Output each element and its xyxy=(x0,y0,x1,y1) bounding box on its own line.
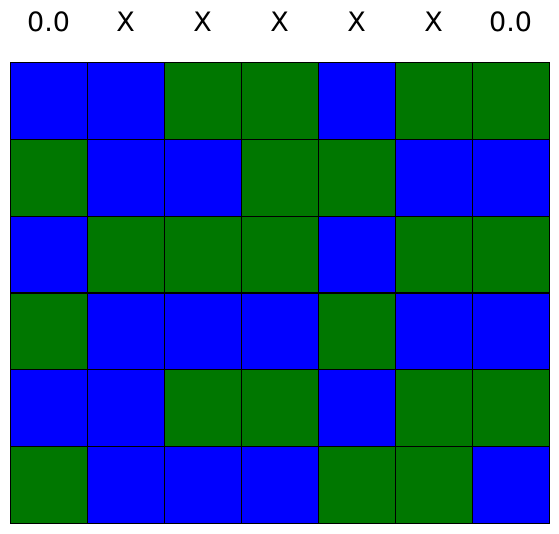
cell-r1-c3[interactable] xyxy=(241,138,319,217)
cell-r0-c5[interactable] xyxy=(395,62,473,140)
cell-r0-c2[interactable] xyxy=(164,62,242,140)
cell-r0-c1[interactable] xyxy=(87,62,165,140)
cell-r1-c5[interactable] xyxy=(395,138,473,217)
game-board[interactable] xyxy=(10,62,550,524)
cell-r5-c2[interactable] xyxy=(164,446,242,524)
cell-r3-c2[interactable] xyxy=(164,292,242,371)
column-label-3: X xyxy=(270,7,289,38)
cell-r2-c5[interactable] xyxy=(395,215,473,294)
cell-r4-c6[interactable] xyxy=(472,369,550,448)
cell-r5-c0[interactable] xyxy=(10,446,88,524)
cell-r3-c1[interactable] xyxy=(87,292,165,371)
cell-r3-c5[interactable] xyxy=(395,292,473,371)
cell-r4-c4[interactable] xyxy=(318,369,396,448)
cell-r4-c1[interactable] xyxy=(87,369,165,448)
cell-r1-c1[interactable] xyxy=(87,138,165,217)
cell-r0-c4[interactable] xyxy=(318,62,396,140)
column-label-1: X xyxy=(116,7,135,38)
column-label-5: X xyxy=(424,7,443,38)
cell-r3-c3[interactable] xyxy=(241,292,319,371)
cell-r1-c4[interactable] xyxy=(318,138,396,217)
cell-r1-c0[interactable] xyxy=(10,138,88,217)
column-label-0: 0.0 xyxy=(27,7,70,38)
column-label-2: X xyxy=(193,7,212,38)
cell-r5-c4[interactable] xyxy=(318,446,396,524)
cell-r2-c3[interactable] xyxy=(241,215,319,294)
cell-r4-c3[interactable] xyxy=(241,369,319,448)
column-labels: 0.0 X X X X X 0.0 xyxy=(10,0,549,50)
cell-r0-c0[interactable] xyxy=(10,62,88,140)
cell-r5-c6[interactable] xyxy=(472,446,550,524)
cell-r0-c3[interactable] xyxy=(241,62,319,140)
cell-r3-c4[interactable] xyxy=(318,292,396,371)
column-label-6: 0.0 xyxy=(489,7,532,38)
cell-r2-c2[interactable] xyxy=(164,215,242,294)
cell-r4-c0[interactable] xyxy=(10,369,88,448)
cell-r2-c4[interactable] xyxy=(318,215,396,294)
cell-r1-c2[interactable] xyxy=(164,138,242,217)
cell-r5-c1[interactable] xyxy=(87,446,165,524)
cell-r5-c3[interactable] xyxy=(241,446,319,524)
cell-r0-c6[interactable] xyxy=(472,62,550,140)
column-label-4: X xyxy=(347,7,366,38)
cell-r1-c6[interactable] xyxy=(472,138,550,217)
cell-r3-c0[interactable] xyxy=(10,292,88,371)
cell-r2-c1[interactable] xyxy=(87,215,165,294)
cell-r2-c6[interactable] xyxy=(472,215,550,294)
cell-r4-c2[interactable] xyxy=(164,369,242,448)
cell-r3-c6[interactable] xyxy=(472,292,550,371)
cell-r5-c5[interactable] xyxy=(395,446,473,524)
cell-r4-c5[interactable] xyxy=(395,369,473,448)
cell-r2-c0[interactable] xyxy=(10,215,88,294)
